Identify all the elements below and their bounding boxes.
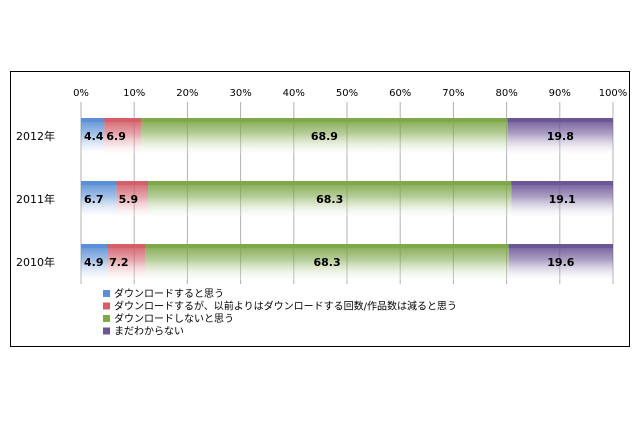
- x-tick-label: 30%: [229, 88, 251, 99]
- data-label: 4.4: [84, 130, 104, 143]
- bar-segment-top: [81, 118, 105, 122]
- data-label: 7.2: [109, 256, 128, 269]
- bar-segment-top: [81, 244, 108, 248]
- legend-entry: ダウンロードするが、以前よりはダウンロードする回数/作品数は減ると思う: [114, 300, 457, 313]
- legend-entry: まだわからない: [114, 326, 184, 338]
- data-label: 68.9: [311, 130, 338, 143]
- bar-segment-top: [104, 118, 142, 122]
- bar-segment-top: [148, 181, 512, 185]
- legend-swatch: [103, 327, 110, 335]
- bar-segment: [508, 244, 613, 280]
- bar-segment-top: [107, 244, 146, 248]
- bar-segment-top: [81, 181, 117, 185]
- data-label: 6.9: [106, 130, 126, 143]
- bar-segment: [145, 244, 509, 280]
- data-label: 68.3: [316, 193, 343, 206]
- data-label: 19.8: [547, 130, 574, 143]
- bar-segment: [507, 118, 613, 154]
- category-label: 2012年: [16, 129, 55, 143]
- data-label: 6.7: [84, 193, 104, 206]
- bar-segment: [107, 244, 146, 280]
- x-tick-label: 40%: [283, 88, 305, 99]
- bar-segment-top: [508, 244, 613, 248]
- bar-segment: [148, 181, 512, 217]
- bar-segment: [81, 118, 105, 154]
- bar-segment: [81, 181, 117, 217]
- data-label: 19.6: [547, 256, 574, 269]
- bar-segment: [511, 181, 613, 217]
- x-tick-label: 10%: [123, 88, 145, 99]
- x-tick-label: 70%: [442, 88, 464, 99]
- x-tick-label: 100%: [599, 88, 628, 99]
- bar-segment-top: [507, 118, 613, 122]
- legend-entry: ダウンロードすると思う: [114, 287, 224, 300]
- x-tick-label: 60%: [389, 88, 411, 99]
- bar-segment-top: [116, 181, 149, 185]
- legend-entry: ダウンロードしないと思う: [114, 312, 234, 325]
- x-tick-label: 20%: [176, 88, 198, 99]
- data-label: 19.1: [549, 193, 576, 206]
- bar-segment: [141, 118, 508, 154]
- x-tick-label: 90%: [549, 88, 571, 99]
- bar-segment-top: [511, 181, 613, 185]
- bar-segment: [104, 118, 142, 154]
- legend-swatch: [103, 290, 110, 297]
- x-tick-label: 0%: [73, 88, 89, 99]
- bar-segment-top: [145, 244, 509, 248]
- bar-segment: [116, 181, 149, 217]
- category-label: 2010年: [16, 255, 55, 269]
- category-label: 2011年: [16, 192, 55, 206]
- x-tick-label: 80%: [495, 88, 517, 99]
- legend-swatch: [103, 302, 110, 310]
- data-label: 68.3: [313, 256, 340, 269]
- data-label: 5.9: [119, 193, 139, 206]
- legend-swatch: [103, 315, 110, 322]
- bar-segment-top: [141, 118, 508, 122]
- x-tick-label: 50%: [336, 88, 358, 99]
- bar-segment: [81, 244, 108, 280]
- data-label: 4.9: [84, 256, 104, 269]
